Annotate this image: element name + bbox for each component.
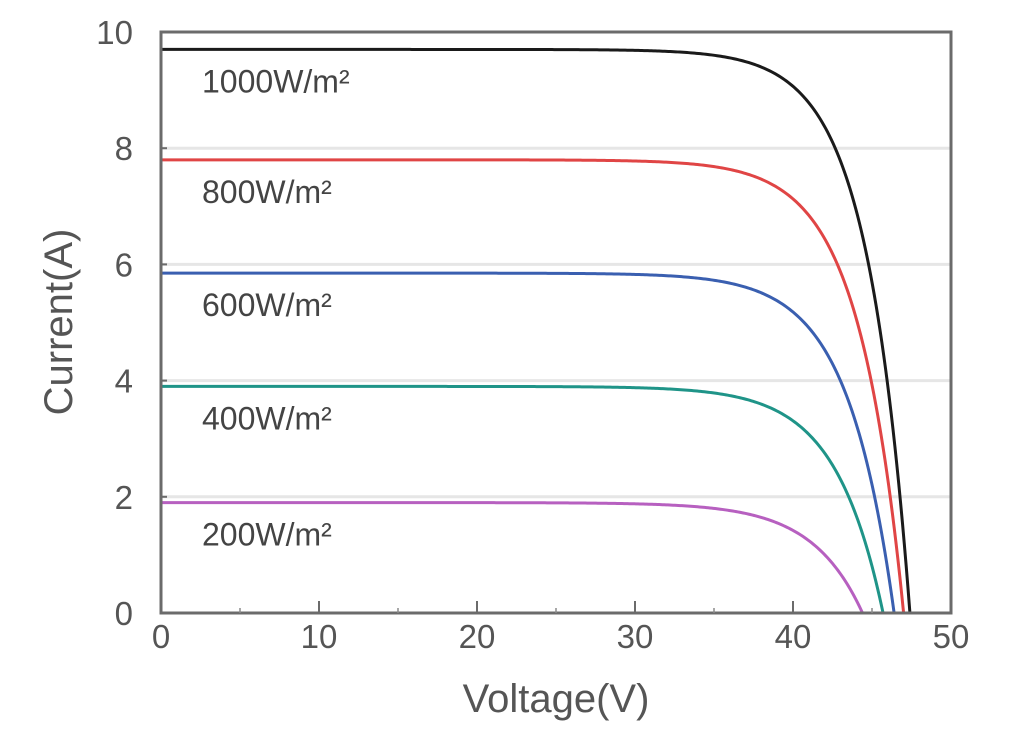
curve-1000w xyxy=(161,47,912,614)
y-axis-title: Current(A) xyxy=(37,229,81,416)
curve-label: 1000W/m² xyxy=(202,63,350,99)
y-tick-label: 2 xyxy=(115,479,133,516)
curve-labels: 1000W/m² 800W/m² 600W/m² 400W/m² 200W/m² xyxy=(202,63,350,552)
curve-label: 200W/m² xyxy=(202,517,332,553)
x-tick-label: 0 xyxy=(152,618,170,655)
y-axis-ticks: 0 2 4 6 8 10 xyxy=(96,14,167,632)
x-axis-title: Voltage(V) xyxy=(463,677,650,721)
curve-400w xyxy=(161,384,885,614)
y-tick-label: 4 xyxy=(115,363,133,400)
grid-lines xyxy=(161,146,951,499)
x-tick-label: 40 xyxy=(775,618,812,655)
curves xyxy=(161,47,912,614)
curve-600w xyxy=(161,271,896,614)
x-tick-label: 30 xyxy=(617,618,654,655)
curve-800w xyxy=(161,158,906,614)
y-tick-label: 6 xyxy=(115,246,133,283)
x-tick-label: 10 xyxy=(301,618,338,655)
curve-label: 600W/m² xyxy=(202,287,332,323)
curve-200w xyxy=(161,501,864,614)
y-tick-label: 8 xyxy=(115,130,133,167)
curve-label: 800W/m² xyxy=(202,174,332,210)
x-tick-label: 20 xyxy=(459,618,496,655)
x-tick-label: 50 xyxy=(933,618,970,655)
y-tick-label: 0 xyxy=(115,595,133,632)
x-axis-ticks: 0 10 20 30 40 50 xyxy=(152,601,970,655)
curve-label: 400W/m² xyxy=(202,400,332,436)
y-tick-label: 10 xyxy=(96,14,133,51)
